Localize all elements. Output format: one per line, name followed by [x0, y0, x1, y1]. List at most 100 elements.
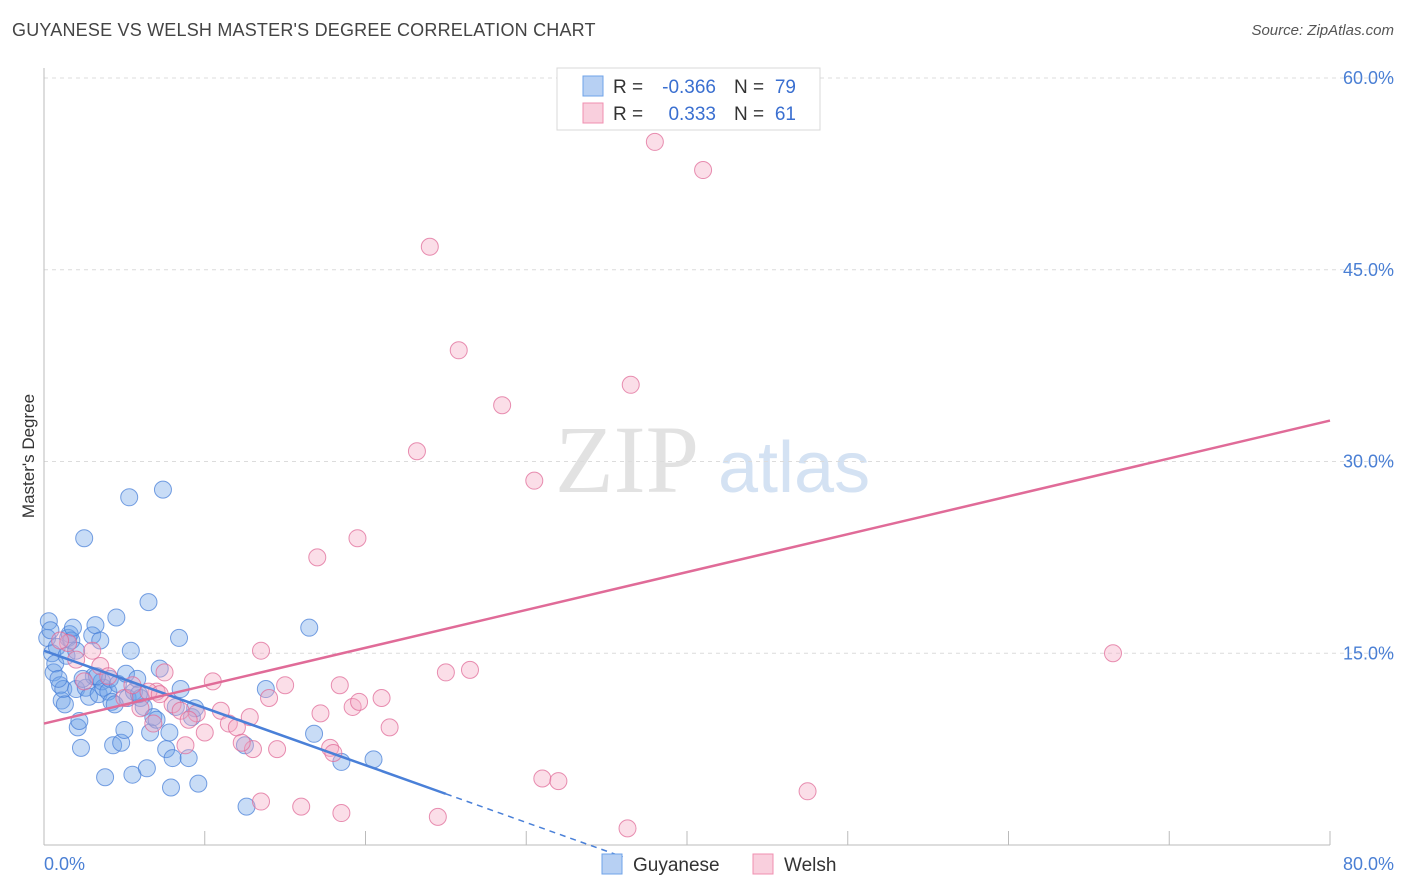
point-guyanese	[39, 612, 58, 631]
point-welsh	[276, 676, 295, 695]
legend-r-value-welsh: 0.333	[668, 104, 716, 125]
chart-title: GUYANESE VS WELSH MASTER'S DEGREE CORREL…	[12, 20, 596, 40]
point-welsh	[460, 660, 479, 679]
point-welsh	[525, 471, 544, 490]
watermark-atlas: atlas	[718, 428, 870, 508]
source-credit: Source: ZipAtlas.com	[1251, 22, 1394, 39]
point-guyanese	[170, 628, 189, 647]
point-welsh	[332, 804, 351, 823]
point-guyanese	[96, 768, 115, 787]
legend-n-value-guyanese: 79	[775, 77, 796, 98]
y-tick-label: 30.0%	[1343, 452, 1394, 472]
point-guyanese	[144, 708, 163, 727]
bottom-legend-label-welsh: Welsh	[784, 855, 836, 876]
point-guyanese	[163, 749, 182, 768]
point-welsh	[798, 782, 817, 801]
point-welsh	[252, 641, 271, 660]
point-guyanese	[49, 669, 68, 688]
legend-swatch-welsh	[582, 102, 604, 124]
y-tick-label: 15.0%	[1343, 643, 1394, 663]
legend-swatch-guyanese	[582, 75, 604, 97]
point-welsh	[252, 792, 271, 811]
bottom-legend-swatch-welsh	[752, 853, 774, 875]
point-welsh	[330, 676, 349, 695]
legend-r-label-guyanese: R =	[613, 77, 643, 98]
point-welsh	[292, 797, 311, 816]
point-guyanese	[137, 759, 156, 778]
point-guyanese	[71, 738, 90, 757]
point-welsh	[51, 631, 70, 650]
point-guyanese	[305, 724, 324, 743]
series-legend: Guyanese Welsh	[601, 853, 836, 876]
point-welsh	[115, 688, 134, 707]
y-tick-label: 60.0%	[1343, 68, 1394, 88]
point-guyanese	[153, 480, 172, 499]
legend-n-value-welsh: 61	[775, 104, 796, 125]
point-welsh	[533, 769, 552, 788]
point-welsh	[179, 710, 198, 729]
point-guyanese	[139, 593, 158, 612]
point-welsh	[350, 692, 369, 711]
point-welsh	[260, 688, 279, 707]
point-guyanese	[160, 723, 179, 742]
point-welsh	[436, 663, 455, 682]
point-guyanese	[189, 774, 208, 793]
point-welsh	[380, 718, 399, 737]
point-guyanese	[107, 608, 126, 627]
point-welsh	[155, 663, 174, 682]
legend-n-label-welsh: N =	[734, 104, 764, 125]
point-welsh	[645, 132, 664, 151]
point-welsh	[232, 733, 251, 752]
bottom-legend-swatch-guyanese	[601, 853, 623, 875]
point-guyanese	[120, 488, 139, 507]
x-tick-label-max: 80.0%	[1343, 854, 1394, 874]
legend-r-value-guyanese: -0.366	[662, 77, 716, 98]
point-guyanese	[68, 718, 87, 737]
point-guyanese	[121, 641, 140, 660]
point-welsh	[1103, 644, 1122, 663]
stats-legend: R = -0.366 N = 79 R = 0.333 N = 61	[556, 67, 821, 131]
watermark-zip: ZIP	[555, 406, 699, 513]
point-welsh	[493, 396, 512, 415]
point-welsh	[144, 714, 163, 733]
point-guyanese	[75, 529, 94, 548]
point-welsh	[243, 740, 262, 759]
point-welsh	[621, 375, 640, 394]
point-welsh	[75, 672, 94, 691]
point-welsh	[694, 161, 713, 180]
trend-line-guyanese	[43, 649, 447, 796]
point-welsh	[83, 641, 102, 660]
legend-r-label-welsh: R =	[613, 104, 643, 125]
point-guyanese	[300, 618, 319, 637]
data-points	[38, 132, 1122, 838]
legend-n-label-guyanese: N =	[734, 77, 764, 98]
point-guyanese	[237, 797, 256, 816]
trend-lines	[43, 419, 1331, 858]
point-welsh	[308, 548, 327, 567]
point-welsh	[618, 819, 637, 838]
point-welsh	[549, 772, 568, 791]
point-welsh	[407, 442, 426, 461]
point-welsh	[420, 237, 439, 256]
point-guyanese	[63, 618, 82, 637]
point-welsh	[311, 704, 330, 723]
y-axis-label: Master's Degree	[19, 394, 38, 518]
bottom-legend-label-guyanese: Guyanese	[633, 855, 720, 876]
point-guyanese	[86, 616, 105, 635]
point-welsh	[449, 341, 468, 360]
point-guyanese	[161, 778, 180, 797]
point-guyanese	[54, 680, 73, 699]
point-guyanese	[115, 720, 134, 739]
point-welsh	[268, 740, 287, 759]
trend-line-extension-guyanese	[445, 793, 623, 858]
x-tick-label-min: 0.0%	[44, 854, 85, 874]
x-ticks	[43, 831, 1331, 845]
gridlines	[44, 77, 1394, 654]
y-tick-labels: 15.0% 30.0% 45.0% 60.0%	[1343, 68, 1394, 663]
point-welsh	[372, 688, 391, 707]
point-welsh	[428, 807, 447, 826]
point-guyanese	[55, 695, 74, 714]
point-welsh	[348, 529, 367, 548]
point-welsh	[176, 736, 195, 755]
